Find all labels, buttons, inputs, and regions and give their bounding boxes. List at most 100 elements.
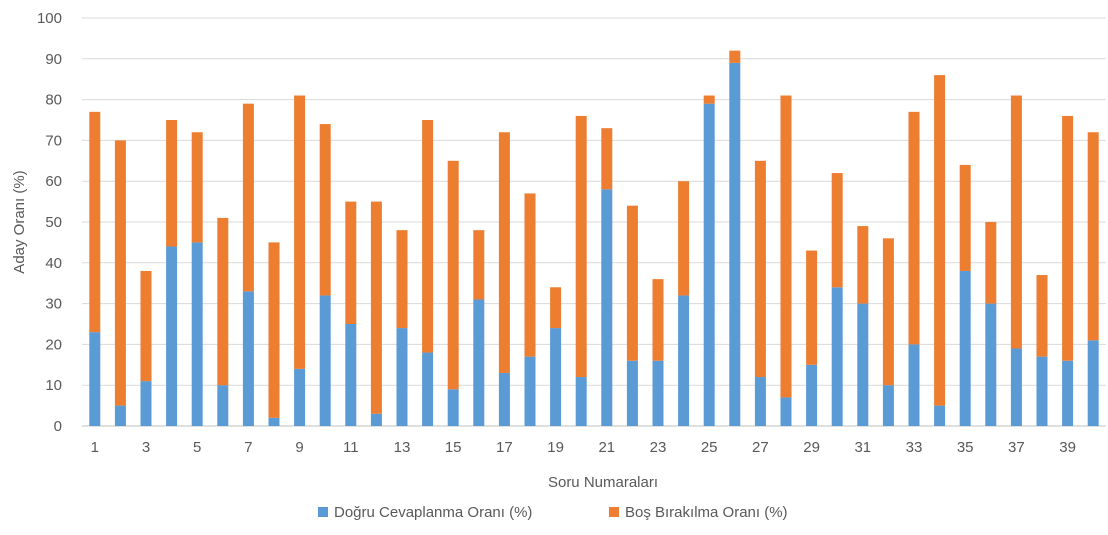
y-tick-label: 0 bbox=[54, 418, 62, 435]
x-tick-label: 31 bbox=[854, 439, 871, 456]
bar-correct-rate bbox=[959, 270, 971, 426]
x-tick-label: 27 bbox=[752, 439, 769, 456]
bar-blank-rate bbox=[498, 132, 510, 373]
bar-blank-rate bbox=[626, 205, 638, 361]
x-tick-label: 15 bbox=[445, 439, 462, 456]
bar-correct-rate bbox=[575, 377, 587, 426]
legend-label: Doğru Cevaplanma Oranı (%) bbox=[334, 504, 532, 521]
bar-correct-rate bbox=[447, 389, 459, 426]
bar-correct-rate bbox=[780, 397, 792, 426]
bar-blank-rate bbox=[601, 128, 613, 190]
bar-correct-rate bbox=[166, 246, 178, 426]
bar-correct-rate bbox=[806, 364, 818, 426]
bar-correct-rate bbox=[294, 368, 306, 426]
x-tick-label: 3 bbox=[142, 439, 150, 456]
bar-blank-rate bbox=[780, 95, 792, 398]
bar-correct-rate bbox=[703, 103, 715, 427]
bar-correct-rate bbox=[754, 377, 766, 426]
x-tick-label: 25 bbox=[701, 439, 718, 456]
y-tick-label: 30 bbox=[45, 296, 62, 313]
bar-blank-rate bbox=[934, 75, 946, 406]
bar-correct-rate bbox=[550, 328, 562, 426]
x-tick-label: 37 bbox=[1008, 439, 1025, 456]
bar-correct-rate bbox=[678, 295, 690, 426]
x-tick-label: 17 bbox=[496, 439, 513, 456]
bar-blank-rate bbox=[1010, 95, 1022, 349]
bar-blank-rate bbox=[1087, 132, 1099, 341]
x-tick-label: 29 bbox=[803, 439, 820, 456]
bar-blank-rate bbox=[319, 124, 331, 296]
legend-label: Boş Bırakılma Oranı (%) bbox=[625, 504, 788, 521]
bars bbox=[89, 50, 1099, 427]
bar-correct-rate bbox=[89, 332, 101, 426]
bar-correct-rate bbox=[268, 417, 280, 426]
bar-correct-rate bbox=[370, 413, 382, 426]
bar-blank-rate bbox=[806, 250, 818, 365]
bar-blank-rate bbox=[396, 230, 408, 329]
y-axis-ticks: 0 10 20 30 40 50 60 70 80 90 100 bbox=[37, 10, 62, 435]
y-tick-label: 10 bbox=[45, 377, 62, 394]
bar-correct-rate bbox=[652, 360, 664, 426]
bar-blank-rate bbox=[550, 287, 562, 329]
bar-blank-rate bbox=[345, 201, 357, 324]
grid-lines bbox=[82, 17, 1106, 427]
x-tick-label: 9 bbox=[295, 439, 303, 456]
bar-blank-rate bbox=[575, 115, 587, 378]
bar-correct-rate bbox=[985, 303, 997, 426]
bar-correct-rate bbox=[1036, 356, 1048, 426]
bar-blank-rate bbox=[217, 217, 229, 386]
bar-blank-rate bbox=[857, 226, 869, 304]
x-tick-label: 19 bbox=[547, 439, 564, 456]
bar-blank-rate bbox=[242, 103, 254, 292]
bar-correct-rate bbox=[882, 385, 894, 426]
bar-correct-rate bbox=[524, 356, 536, 426]
y-tick-label: 40 bbox=[45, 255, 62, 272]
bar-blank-rate bbox=[524, 193, 536, 357]
legend-swatch bbox=[318, 507, 328, 517]
x-tick-label: 33 bbox=[906, 439, 923, 456]
bar-blank-rate bbox=[959, 164, 971, 271]
bar-blank-rate bbox=[703, 95, 715, 104]
bar-correct-rate bbox=[1062, 360, 1074, 426]
bar-correct-rate bbox=[191, 242, 203, 426]
legend-swatch bbox=[609, 507, 619, 517]
y-tick-label: 60 bbox=[45, 173, 62, 190]
bar-blank-rate bbox=[268, 242, 280, 418]
bar-blank-rate bbox=[191, 132, 203, 243]
bar-correct-rate bbox=[217, 385, 229, 426]
y-tick-label: 20 bbox=[45, 336, 62, 353]
bar-blank-rate bbox=[678, 181, 690, 296]
bar-correct-rate bbox=[908, 344, 920, 426]
bar-blank-rate bbox=[831, 173, 843, 288]
bar-blank-rate bbox=[729, 50, 741, 63]
x-tick-label: 39 bbox=[1059, 439, 1076, 456]
x-tick-label: 21 bbox=[598, 439, 615, 456]
y-tick-label: 50 bbox=[45, 214, 62, 231]
y-axis-title: Aday Oranı (%) bbox=[11, 170, 28, 273]
x-axis-title: Soru Numaraları bbox=[548, 474, 658, 491]
bar-correct-rate bbox=[831, 287, 843, 426]
bar-blank-rate bbox=[473, 230, 485, 300]
bar-blank-rate bbox=[140, 270, 152, 382]
x-tick-label: 13 bbox=[394, 439, 411, 456]
bar-correct-rate bbox=[498, 372, 510, 426]
bar-correct-rate bbox=[857, 303, 869, 426]
x-tick-label: 1 bbox=[91, 439, 99, 456]
bar-correct-rate bbox=[626, 360, 638, 426]
bar-blank-rate bbox=[652, 279, 664, 361]
bar-correct-rate bbox=[473, 299, 485, 426]
bar-correct-rate bbox=[601, 189, 613, 426]
bar-correct-rate bbox=[1087, 340, 1099, 426]
x-tick-label: 5 bbox=[193, 439, 201, 456]
bar-blank-rate bbox=[908, 111, 920, 345]
legend: Doğru Cevaplanma Oranı (%) Boş Bırakılma … bbox=[318, 504, 788, 521]
bar-correct-rate bbox=[345, 324, 357, 426]
bar-correct-rate bbox=[1010, 348, 1022, 426]
y-tick-label: 80 bbox=[45, 92, 62, 109]
bar-blank-rate bbox=[985, 222, 997, 304]
bar-blank-rate bbox=[754, 160, 766, 378]
bar-correct-rate bbox=[114, 405, 126, 426]
y-tick-label: 90 bbox=[45, 51, 62, 68]
